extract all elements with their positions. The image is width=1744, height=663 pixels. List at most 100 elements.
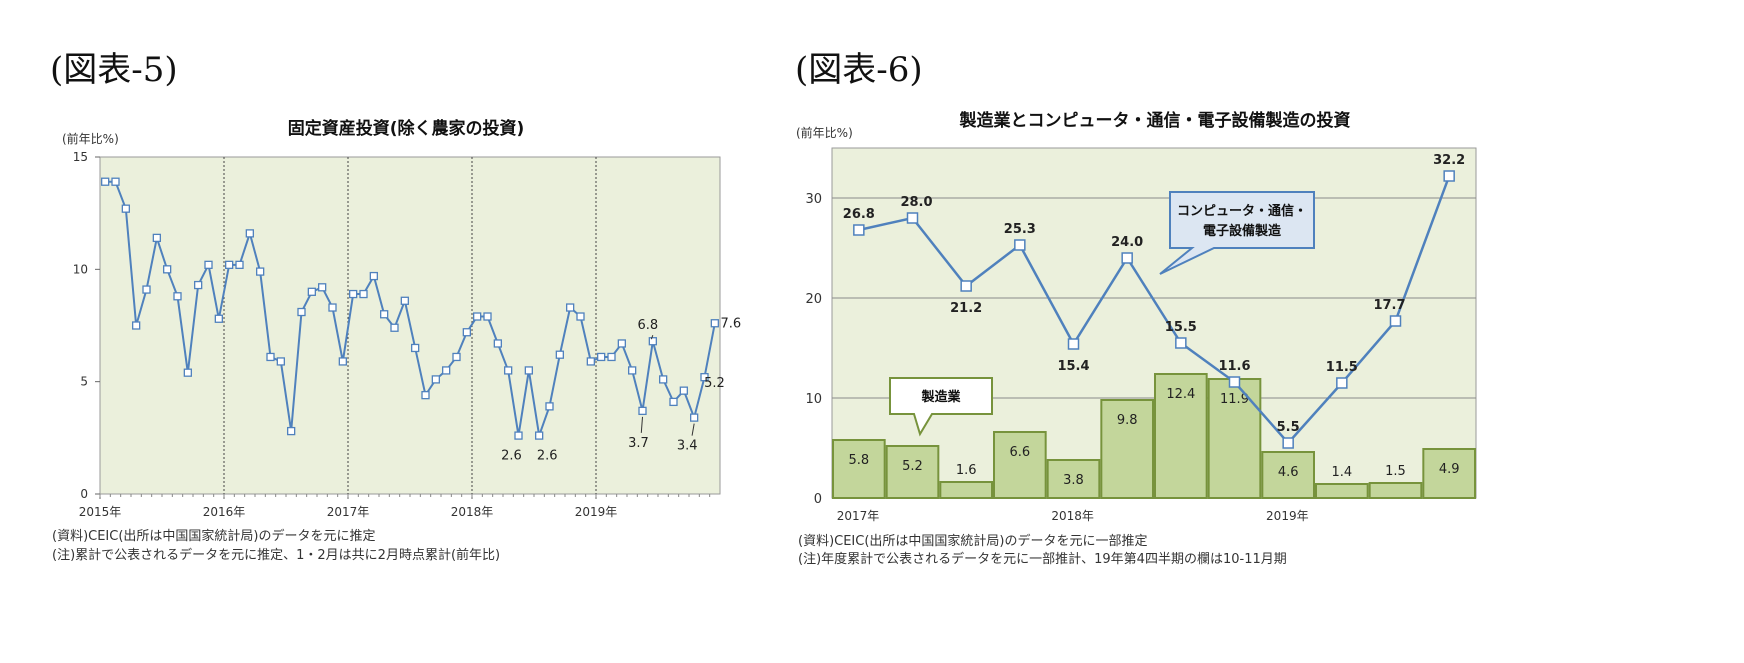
figure-5-label: (図表-5) xyxy=(50,50,178,90)
data-point xyxy=(669,397,678,407)
bar xyxy=(1261,451,1316,499)
data-point xyxy=(586,357,595,366)
annotation-leader xyxy=(650,335,654,340)
bar-series-callout: 製造業 xyxy=(889,377,993,437)
bar xyxy=(939,481,993,499)
data-point xyxy=(473,312,482,321)
data-point xyxy=(690,413,699,422)
data-point xyxy=(566,303,575,312)
data-label: 2.6 xyxy=(501,449,522,464)
data-point xyxy=(1121,252,1133,264)
x-tick-label: 2019年 xyxy=(575,505,618,519)
chart-title: 固定資産投資(除く農家の投資) xyxy=(288,118,525,139)
line-value-label: 5.5 xyxy=(1277,420,1300,435)
bar-value-label: 1.4 xyxy=(1331,465,1352,480)
x-tick-label: 2016年 xyxy=(203,505,246,519)
x-tick-label: 2019年 xyxy=(1266,509,1309,523)
data-point xyxy=(648,337,657,346)
y-tick-label: 10 xyxy=(805,392,822,407)
data-point xyxy=(338,357,347,366)
line-value-label: 11.5 xyxy=(1326,360,1358,375)
data-point xyxy=(111,177,120,186)
data-point xyxy=(524,366,533,375)
data-point xyxy=(535,431,544,440)
bar-value-label: 4.9 xyxy=(1439,462,1460,477)
line-callout-text-1: コンピュータ・通信・ xyxy=(1177,203,1307,219)
data-point xyxy=(462,328,471,337)
x-tick-label: 2018年 xyxy=(1051,509,1094,523)
y-axis-label: (前年比%) xyxy=(796,125,853,140)
chart-fixed-asset-investment: 固定資産投資(除く農家の投資) (前年比%) 0 5 10 15 2015年 2016年 2… xyxy=(62,118,741,519)
bar-value-label: 9.8 xyxy=(1117,413,1138,428)
data-point xyxy=(906,212,919,224)
data-point xyxy=(411,343,420,353)
data-point xyxy=(1067,338,1080,350)
data-point xyxy=(152,233,161,243)
bar xyxy=(1368,482,1423,499)
data-point xyxy=(297,307,306,317)
annotation-leader xyxy=(640,416,643,433)
data-point xyxy=(101,177,110,186)
source-note: (資料)CEIC(出所は中国国家統計局)のデータを元に推定 xyxy=(52,529,376,544)
data-point xyxy=(853,224,865,236)
data-point xyxy=(121,204,130,213)
data-label: 3.7 xyxy=(628,436,649,451)
bar-value-label: 12.4 xyxy=(1166,387,1195,402)
data-point xyxy=(1228,376,1241,388)
x-tick-label: 2017年 xyxy=(837,509,880,523)
y-tick-label: 10 xyxy=(73,262,88,276)
line-value-label: 26.8 xyxy=(843,207,875,222)
data-point xyxy=(617,339,626,348)
data-point xyxy=(1336,377,1348,389)
data-point xyxy=(493,339,502,348)
bar-value-label: 3.8 xyxy=(1063,473,1084,488)
source-note: (資料)CEIC(出所は中国国家統計局)のデータを元に一部推定 xyxy=(798,534,1148,549)
bar xyxy=(1154,373,1208,499)
annotation-leader xyxy=(691,423,695,436)
line-value-label: 32.2 xyxy=(1433,153,1465,168)
data-point xyxy=(659,375,668,384)
data-point xyxy=(287,426,296,436)
data-point xyxy=(369,271,378,281)
y-axis-label: (前年比%) xyxy=(62,131,119,146)
data-point xyxy=(960,280,972,292)
data-point xyxy=(380,310,389,319)
data-point xyxy=(442,366,451,375)
data-label: 6.8 xyxy=(637,318,658,333)
data-point xyxy=(390,323,399,332)
data-point xyxy=(256,267,265,276)
data-point xyxy=(1389,315,1402,327)
data-point xyxy=(400,296,409,305)
data-label: 7.6 xyxy=(720,316,741,331)
data-point xyxy=(597,352,606,362)
data-point xyxy=(431,375,440,384)
footnote: (注)累計で公表されるデータを元に推定、1・2月は共に2月時点累計(前年比) xyxy=(52,548,501,563)
bar xyxy=(832,439,886,499)
data-point xyxy=(349,289,358,299)
data-point xyxy=(235,260,244,269)
bar xyxy=(1315,483,1369,499)
y-tick-label: 0 xyxy=(80,487,88,501)
data-point xyxy=(1014,239,1026,251)
data-point xyxy=(132,321,141,330)
data-point xyxy=(700,373,709,382)
series-line xyxy=(858,175,1451,445)
line-value-label: 15.4 xyxy=(1057,359,1089,374)
data-point xyxy=(1443,170,1455,182)
data-label: 5.2 xyxy=(704,376,725,391)
data-point xyxy=(638,406,647,416)
x-tick-label: 2018年 xyxy=(451,505,494,519)
bar-value-label: 4.6 xyxy=(1278,465,1299,480)
data-point xyxy=(679,386,688,395)
data-point xyxy=(183,368,192,377)
data-point xyxy=(483,312,492,321)
data-label: 2.6 xyxy=(537,449,558,464)
data-point xyxy=(163,265,172,274)
bar xyxy=(993,431,1047,499)
data-point xyxy=(204,260,213,269)
y-tick-label: 15 xyxy=(73,150,88,164)
line-series-callout: コンピュータ・通信・ 電子設備製造 xyxy=(1159,191,1315,275)
data-point xyxy=(214,314,223,323)
y-tick-label: 0 xyxy=(814,492,822,507)
line-callout-text-2: 電子設備製造 xyxy=(1203,223,1282,239)
